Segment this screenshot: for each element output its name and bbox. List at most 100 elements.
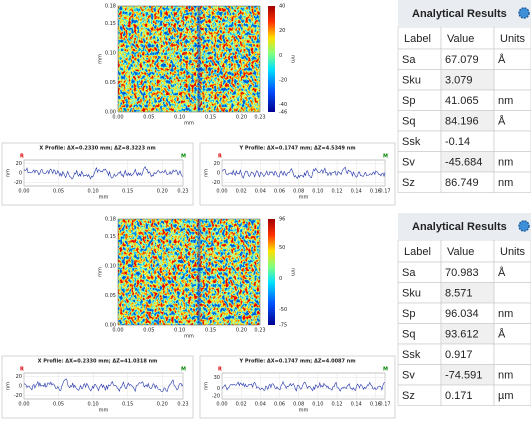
x-tick-label: 0.06 [274, 189, 285, 195]
x-tick-label: 0.05 [53, 402, 64, 408]
colorbar-tick-label: 0 [279, 276, 282, 282]
cell-text: Sz [402, 177, 415, 189]
x-tick-label: 0.10 [312, 402, 323, 408]
x-tick-label: 0.12 [331, 189, 342, 195]
x-tick-label: 0.17 [379, 189, 390, 195]
x-tick-label: 0.05 [143, 115, 154, 121]
gear-icon [518, 220, 530, 232]
colorbar-tick-label: 50 [279, 245, 285, 251]
x-tick-label: 0.02 [236, 189, 247, 195]
cell-text: Sq [402, 329, 415, 341]
x-tick-label: 0.05 [143, 328, 154, 334]
colorbar-tick-label: -40 [279, 102, 287, 108]
table-cell [493, 384, 531, 406]
cell-text: Sku [402, 75, 421, 87]
y-tick-label: -20 [14, 180, 22, 186]
x-tick-label: 0.16 [370, 189, 381, 195]
cell-text: nm [498, 95, 513, 107]
x-axis-label: mm [99, 408, 109, 414]
marker-r: R [20, 367, 24, 373]
cell-text: Ssk [402, 349, 421, 361]
profile-title: Y Profile: ΔX=0.1747 mm; ΔZ=4.0087 nm [238, 359, 355, 365]
colorbar-tick-label: -50 [279, 307, 287, 313]
cell-text: 67.079 [445, 54, 479, 66]
y-axis-label: mm [98, 267, 104, 277]
colorbar-tick-label: -46 [279, 110, 287, 116]
cell-text: Sa [402, 267, 416, 279]
y-tick-label: 0 [19, 171, 22, 177]
x-tick-label: 0.20 [157, 402, 168, 408]
marker-r: R [218, 367, 222, 373]
y-tick-label: 0.05 [105, 80, 116, 86]
cell-text: 0.917 [445, 349, 473, 361]
cell-text: Å [498, 53, 506, 66]
map-frame [117, 218, 261, 326]
y-tick-label: 20 [16, 161, 22, 167]
cell-text: Sp [402, 308, 415, 320]
profile-plot [221, 372, 386, 400]
cell-text: -45.684 [445, 157, 482, 169]
y-tick-label: 0.00 [105, 110, 116, 116]
x-tick-label: 0.15 [205, 328, 216, 334]
cell-text: Sz [402, 390, 415, 402]
y-axis-label: mm [98, 54, 104, 64]
y-tick-label: 0.18 [105, 217, 116, 223]
marker-m: M [181, 367, 186, 373]
y-tick-label: 0.15 [105, 21, 116, 27]
header-label: Units [500, 33, 526, 45]
cell-text: 93.612 [445, 329, 479, 341]
cell-text: Sv [402, 157, 415, 169]
x-tick-label: 0.05 [53, 189, 64, 195]
y-tick-label: 0 [217, 386, 220, 392]
y-axis-label: nm [204, 382, 210, 390]
cell-text: Sv [402, 370, 415, 382]
x-tick-label: 0.23 [254, 328, 265, 334]
marker-m: M [181, 154, 186, 160]
cell-text: 0.171 [445, 390, 473, 402]
cell-text: Å [498, 115, 506, 128]
cell-text: Å [498, 328, 506, 341]
marker-m: M [383, 367, 388, 373]
y-tick-label: 20 [16, 374, 22, 380]
y-tick-label: 0.18 [105, 4, 116, 10]
cell-text: 70.983 [445, 267, 479, 279]
x-tick-label: 0.04 [255, 402, 266, 408]
header-label: Label [404, 246, 431, 258]
y-tick-label: 0.10 [105, 264, 116, 270]
x-axis-label: mm [99, 195, 109, 201]
profile-title: Y Profile: ΔX=0.1747 mm; ΔZ=4.5349 nm [238, 146, 355, 152]
y-axis-label: nm [6, 169, 12, 177]
x-tick-label: 0.00 [18, 402, 29, 408]
x-tick-label: 0.10 [88, 402, 99, 408]
table-cell [493, 343, 531, 365]
x-tick-label: 0.14 [351, 189, 362, 195]
profile-line [221, 380, 386, 392]
cell-text: 8.571 [445, 288, 473, 300]
colorbar-tick-label: 20 [279, 28, 285, 34]
x-tick-label: 0.23 [177, 189, 188, 195]
x-tick-label: 0.23 [177, 402, 188, 408]
y-tick-label: -20 [212, 394, 220, 400]
y-tick-label: -20 [14, 393, 22, 399]
colorbar-tick-label: 40 [279, 4, 285, 10]
x-tick-label: 0.15 [122, 189, 133, 195]
results-title-bar [398, 213, 531, 239]
colorbar-tick-label: -20 [279, 77, 287, 83]
x-tick-label: 0.10 [174, 328, 185, 334]
cell-text: -0.14 [445, 136, 470, 148]
cell-text: nm [498, 157, 513, 169]
cell-text: -74.591 [445, 370, 482, 382]
x-axis-label: mm [299, 195, 309, 201]
x-tick-label: 0.23 [254, 115, 265, 121]
y-tick-label: 0 [19, 384, 22, 390]
y-tick-label: 0.15 [105, 234, 116, 240]
colorbar-label: nm [290, 55, 296, 63]
x-axis-label: mm [184, 334, 194, 340]
cell-text: nm [498, 177, 513, 189]
cell-text: Sq [402, 116, 415, 128]
table-cell [493, 282, 531, 304]
profile-line [23, 166, 184, 180]
table-cell [493, 69, 531, 91]
header-label: Value [447, 246, 474, 258]
cell-text: 86.749 [445, 177, 479, 189]
